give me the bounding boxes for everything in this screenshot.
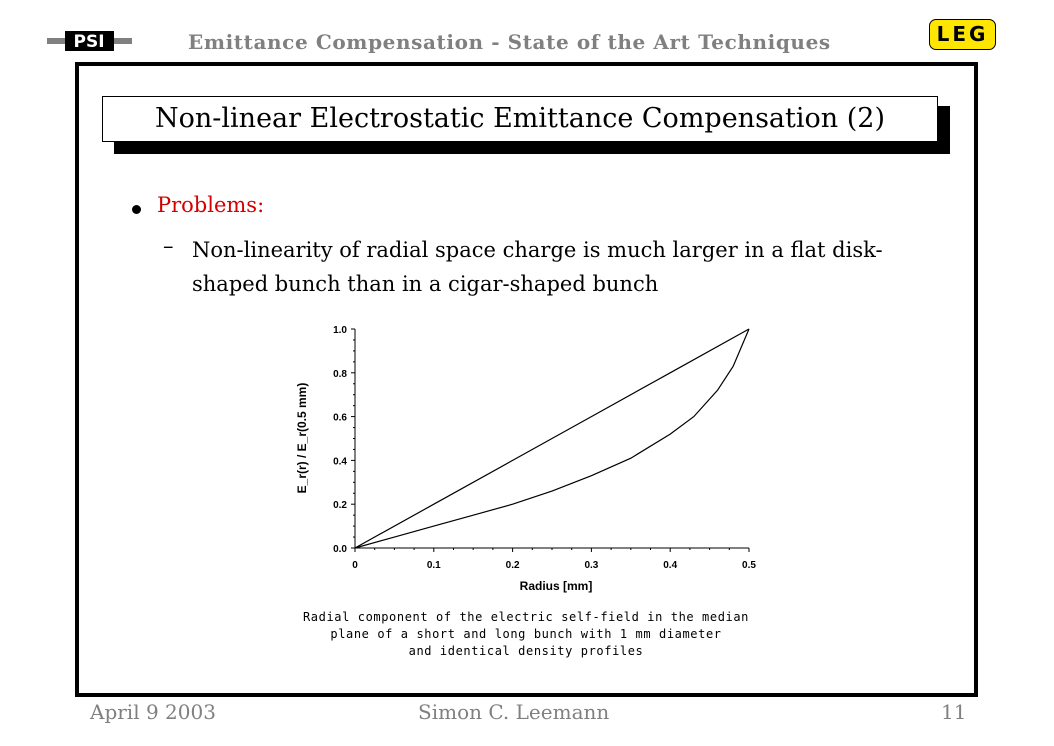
x-tick-label: 0.1 (427, 560, 441, 571)
y-tick-label: 0.4 (333, 456, 347, 467)
slide-title: Non-linear Electrostatic Emittance Compe… (155, 103, 885, 134)
caption-line: plane of a short and long bunch with 1 m… (330, 627, 722, 641)
x-axis-label: Radius [mm] (520, 579, 593, 593)
psi-logo-text: PSI (73, 32, 104, 52)
x-tick-label: 0.2 (506, 560, 520, 571)
y-axis-title: E_r(r) / E_r(0.5 mm) (295, 383, 309, 494)
caption-line: Radial component of the electric self-fi… (302, 610, 749, 624)
leg-badge: LEG (929, 19, 996, 50)
y-tick-label: 0.0 (333, 544, 347, 555)
sub-bullet-text: Non-linearity of radial space charge is … (192, 238, 883, 296)
y-tick-label: 0.8 (333, 369, 347, 380)
y-tick-label: 0.2 (333, 500, 347, 511)
y-tick-label: 0.6 (333, 413, 347, 424)
header-title: Emittance Compensation - State of the Ar… (188, 30, 831, 54)
caption-line: and identical density profiles (408, 644, 644, 658)
x-tick-label: 0.5 (742, 560, 756, 571)
footer-page-number: 11 (941, 700, 967, 724)
series-line-2 (354, 328, 750, 549)
sub-bullet-dash: – (163, 234, 174, 258)
y-axis-label: E_r(r) / E_r(0.5 mm) (295, 383, 309, 494)
psi-logo: PSI (47, 31, 132, 52)
chart-caption: Radial component of the electric self-fi… (276, 609, 776, 660)
slide-frame (75, 62, 978, 697)
bullet-dot (132, 205, 141, 214)
field-chart: E_r(r) / E_r(0.5 mm) Radius [mm] 0.0 0.2 0… (295, 325, 756, 593)
x-tick-label: 0.3 (584, 560, 598, 571)
footer-date: April 9 2003 (90, 700, 216, 724)
footer-author: Simon C. Leemann (418, 700, 610, 724)
y-tick-label: 1.0 (333, 325, 347, 336)
series-line-1 (354, 328, 750, 549)
title-box: Non-linear Electrostatic Emittance Compe… (102, 96, 938, 142)
x-tick-label: 0 (352, 560, 358, 571)
x-tick-label: 0.4 (663, 560, 677, 571)
bullet-problems: Problems: (157, 193, 265, 217)
